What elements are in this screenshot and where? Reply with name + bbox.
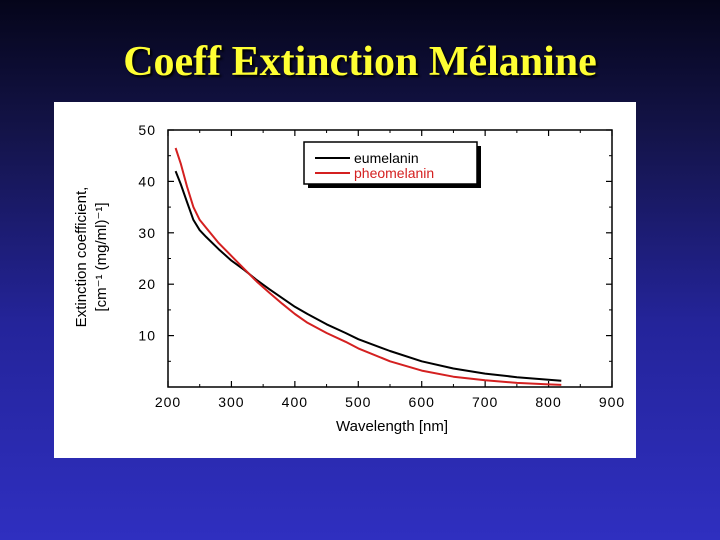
x-axis-label: Wavelength [nm] — [336, 418, 448, 435]
x-tick-label: 700 — [472, 394, 498, 410]
x-tick-label: 500 — [345, 394, 371, 410]
legend-label-eumelanin: eumelanin — [354, 150, 419, 166]
y-axis-label-line1: Extinction coefficient, — [73, 187, 90, 328]
chart-panel: 200 300 400 500 600 700 800 900 10 20 30 40 50 eumel… — [54, 102, 636, 458]
slide-title: Coeff Extinction Mélanine — [123, 39, 597, 85]
extinction-chart: 200 300 400 500 600 700 800 900 10 20 30 40 50 eumel… — [73, 122, 625, 435]
y-tick-label: 50 — [138, 122, 156, 138]
x-tick-label: 600 — [409, 394, 435, 410]
legend: eumelanin pheomelanin — [303, 141, 481, 188]
axis-ticks: 200 300 400 500 600 700 800 900 10 20 30 40 50 — [138, 122, 625, 410]
x-tick-label: 400 — [282, 394, 308, 410]
y-tick-label: 30 — [138, 225, 156, 241]
x-tick-label: 300 — [218, 394, 244, 410]
y-tick-label: 20 — [138, 276, 156, 292]
x-tick-label: 800 — [535, 394, 561, 410]
y-tick-label: 10 — [138, 328, 156, 344]
y-axis-label-line2: [cm⁻¹ (mg/ml)⁻¹] — [93, 202, 110, 311]
x-tick-label: 900 — [599, 394, 625, 410]
series-line-pheomelanin — [174, 147, 562, 386]
y-tick-label: 40 — [138, 173, 156, 189]
x-tick-label: 200 — [155, 394, 181, 410]
legend-box — [303, 141, 478, 185]
series-line-eumelanin — [174, 170, 562, 382]
legend-label-pheomelanin: pheomelanin — [354, 165, 434, 181]
series-group — [174, 147, 562, 386]
